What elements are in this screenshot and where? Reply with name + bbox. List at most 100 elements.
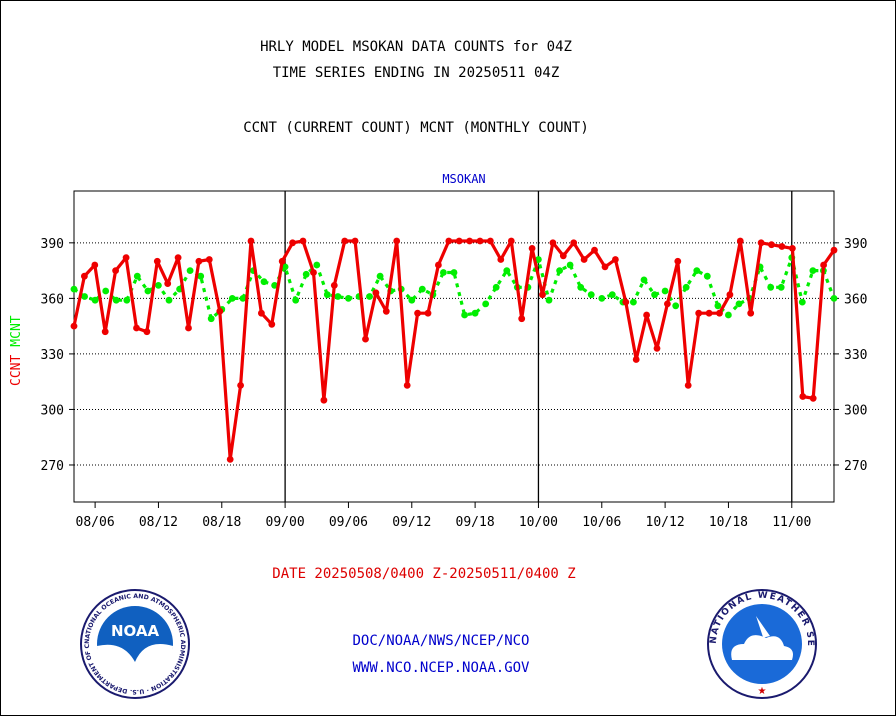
data-point-ccnt xyxy=(205,256,213,263)
data-point-ccnt xyxy=(112,267,119,274)
data-point-ccnt xyxy=(799,393,807,400)
data-point-ccnt xyxy=(133,324,140,332)
x-tick-label: 09/18 xyxy=(456,515,495,530)
noaa-logo-gull xyxy=(97,644,173,684)
data-point-mcnt xyxy=(651,291,658,299)
y-tick-label-left: 360 xyxy=(41,292,64,307)
nws-logo-lightning-icon xyxy=(756,616,778,660)
data-point-mcnt xyxy=(630,298,637,306)
data-point-mcnt xyxy=(725,311,732,319)
data-point-ccnt xyxy=(424,309,432,317)
data-point-ccnt xyxy=(320,396,328,404)
data-point-ccnt xyxy=(153,257,161,265)
data-point-ccnt xyxy=(101,328,109,336)
x-tick-label: 08/06 xyxy=(76,515,115,530)
data-point-ccnt xyxy=(403,382,411,389)
data-point-ccnt xyxy=(330,282,338,289)
data-point-mcnt xyxy=(492,283,500,291)
data-point-mcnt xyxy=(334,293,342,300)
data-point-mcnt xyxy=(535,256,542,263)
data-point-mcnt xyxy=(735,300,743,308)
data-point-ccnt xyxy=(570,239,578,247)
data-point-mcnt xyxy=(450,269,458,276)
data-point-ccnt xyxy=(195,257,203,265)
data-point-ccnt xyxy=(820,261,827,269)
website-link[interactable]: WWW.NCO.NCEP.NOAA.GOV xyxy=(352,660,530,676)
data-point-ccnt xyxy=(528,245,536,252)
x-tick-label: 09/06 xyxy=(329,515,368,530)
data-point-mcnt xyxy=(682,283,690,291)
data-point-ccnt xyxy=(455,237,463,245)
data-point-mcnt xyxy=(197,272,205,280)
data-point-mcnt xyxy=(102,287,110,295)
data-point-ccnt xyxy=(278,257,286,265)
data-point-mcnt xyxy=(598,295,606,302)
data-point-ccnt xyxy=(789,245,796,252)
data-point-mcnt xyxy=(703,272,711,280)
data-point-mcnt xyxy=(545,296,553,304)
data-point-ccnt xyxy=(497,256,505,263)
data-point-mcnt xyxy=(366,293,373,300)
nws-logo-star-icon: ★ xyxy=(758,686,767,697)
org-path-link[interactable]: DOC/NOAA/NWS/NCEP/NCO xyxy=(352,633,530,649)
y-axis-label-ccnt: CCNT xyxy=(9,355,24,386)
data-point-ccnt xyxy=(122,254,130,261)
data-point-ccnt xyxy=(747,309,755,317)
data-point-ccnt xyxy=(559,252,567,260)
y-tick-label-left: 300 xyxy=(41,403,64,418)
data-point-ccnt xyxy=(289,239,296,247)
data-point-ccnt xyxy=(226,456,234,463)
nws-ring-text: NATIONAL WEATHER SERVICE xyxy=(1,1,815,647)
data-point-ccnt xyxy=(643,311,650,319)
date-range-label: DATE 20250508/0400 Z-20250511/0400 Z xyxy=(272,566,576,582)
data-point-ccnt xyxy=(716,309,723,317)
data-point-mcnt xyxy=(714,302,722,310)
data-point-ccnt xyxy=(247,237,255,245)
data-point-ccnt xyxy=(91,261,99,269)
noaa-ring-text: NATIONAL OCEANIC AND ATMOSPHERIC ADMINIS… xyxy=(1,1,186,695)
x-tick-label: 08/18 xyxy=(202,515,241,530)
data-point-ccnt xyxy=(476,237,484,245)
data-point-mcnt xyxy=(587,291,595,299)
data-point-mcnt xyxy=(323,291,331,299)
plot-frame xyxy=(73,190,835,503)
data-point-mcnt xyxy=(471,309,479,317)
data-point-mcnt xyxy=(292,296,300,304)
x-tick-label: 10/12 xyxy=(646,515,685,530)
y-tick-label-right: 360 xyxy=(844,292,867,307)
data-point-ccnt xyxy=(299,237,307,245)
data-point-ccnt xyxy=(351,237,359,245)
data-point-mcnt xyxy=(440,269,447,276)
x-tick-label: 09/12 xyxy=(392,515,431,530)
data-point-mcnt xyxy=(228,295,236,302)
data-point-mcnt xyxy=(144,287,152,295)
x-tick-label: 10/00 xyxy=(519,515,558,530)
data-point-mcnt xyxy=(155,282,162,289)
y-tick-label-right: 390 xyxy=(844,237,867,252)
data-point-mcnt xyxy=(271,282,278,289)
data-point-ccnt xyxy=(268,320,276,328)
data-point-ccnt xyxy=(726,291,734,299)
data-point-ccnt xyxy=(81,272,88,280)
data-point-ccnt xyxy=(705,309,713,317)
x-tick-label: 11/00 xyxy=(772,515,811,530)
data-point-mcnt xyxy=(661,287,669,295)
data-point-mcnt xyxy=(672,302,680,310)
data-point-ccnt xyxy=(382,307,390,315)
data-point-mcnt xyxy=(482,300,490,308)
data-point-ccnt xyxy=(695,309,703,317)
data-point-ccnt xyxy=(70,322,78,330)
data-point-ccnt xyxy=(674,257,682,265)
data-point-mcnt xyxy=(81,293,88,300)
data-point-ccnt xyxy=(622,298,630,306)
data-point-ccnt xyxy=(518,315,526,323)
data-point-ccnt xyxy=(237,382,245,389)
y-tick-label-left: 330 xyxy=(41,348,64,363)
nws-logo-cloud xyxy=(731,635,793,660)
data-point-mcnt xyxy=(798,298,806,306)
data-point-ccnt xyxy=(414,309,421,317)
nws-ring-textpath: NATIONAL WEATHER SERVICE xyxy=(1,1,814,647)
data-point-mcnt xyxy=(281,263,289,271)
data-point-mcnt xyxy=(608,291,616,299)
y-tick-label-left: 390 xyxy=(41,237,64,252)
